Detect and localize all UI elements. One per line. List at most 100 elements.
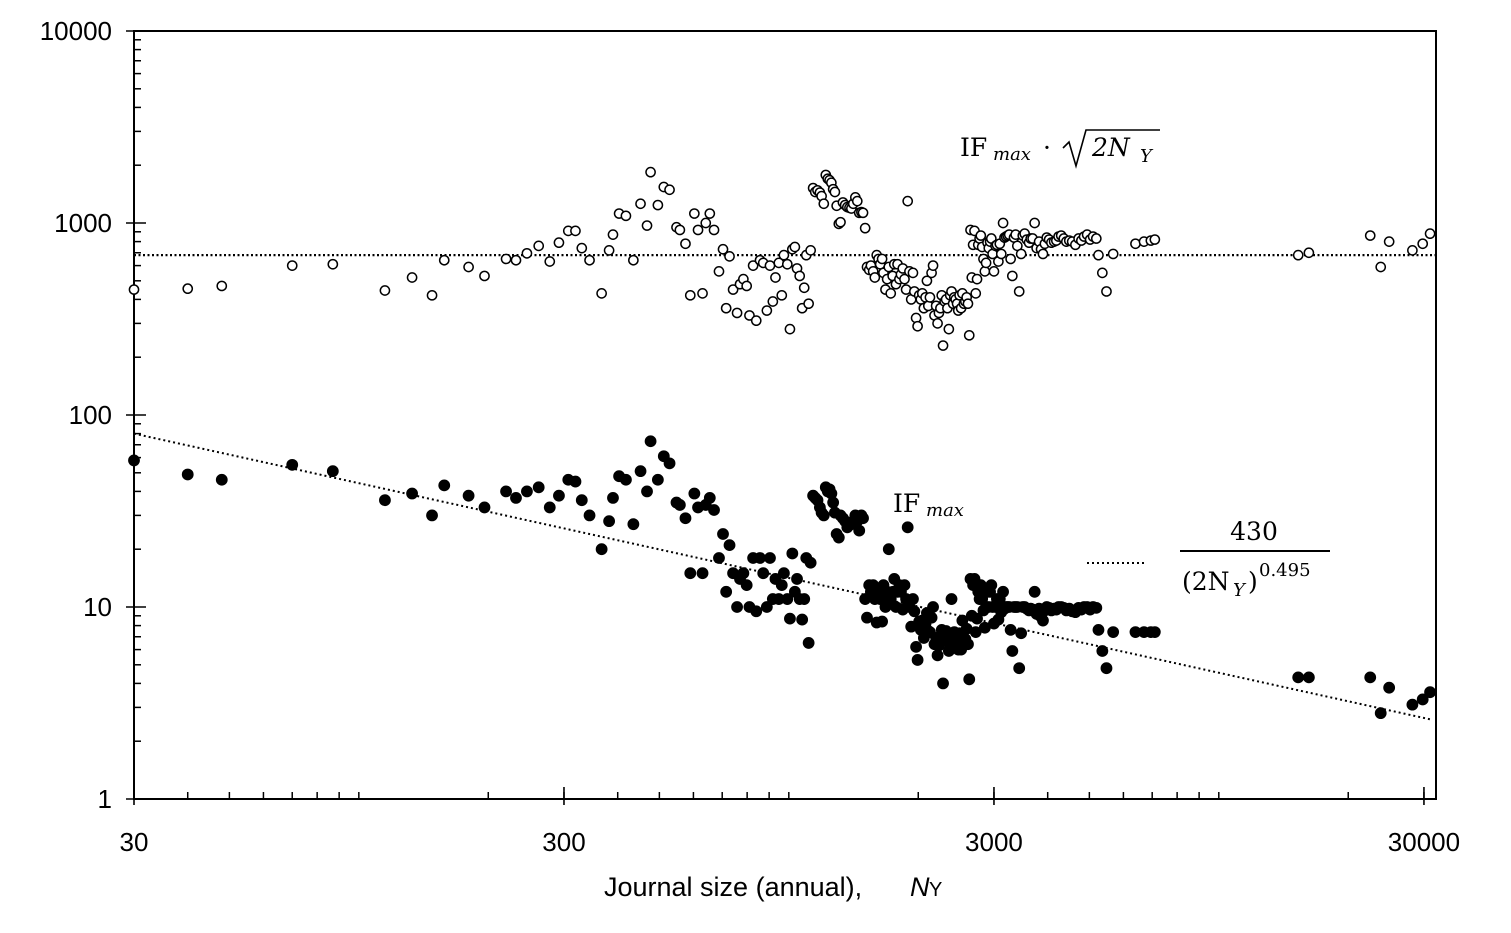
filled-point [911,654,924,666]
y-tick-label: 10000 [40,16,112,46]
filled-point [907,593,919,605]
upper-label-sub: max [993,144,1031,165]
open-point [731,307,743,319]
open-point [327,258,339,270]
open-point [750,315,762,327]
open-circle-series [128,166,1436,351]
open-point [1015,248,1027,260]
filled-point [438,479,451,492]
open-point [576,242,588,254]
filled-point [651,473,664,486]
y-tick-label: 1 [98,784,112,814]
open-point [697,288,708,299]
fit-reference-line [133,432,1431,721]
open-point [692,224,704,236]
filled-point [1006,645,1019,657]
open-point [899,273,910,285]
open-point [764,260,776,271]
filled-point [882,543,895,556]
x-axis-title-italic: N [910,872,930,902]
open-point [741,280,753,292]
open-point [479,270,490,282]
open-point [937,340,949,351]
filled-point [791,573,803,585]
open-point [664,184,675,196]
y-tick-label: 1000 [54,208,112,238]
open-point [1029,217,1040,229]
filled-point [1374,707,1387,720]
open-point [533,240,545,252]
open-point [553,237,565,249]
open-point [997,217,1009,229]
filled-point [713,552,725,564]
open-point [128,284,140,295]
filled-point [1015,627,1028,640]
filled-point [731,601,743,613]
open-point [794,270,806,282]
open-point [620,210,632,222]
open-point [713,265,725,277]
filled-point [962,638,974,651]
open-point [744,310,755,321]
open-point [1424,228,1436,240]
open-point [885,288,897,299]
open-point [689,208,700,219]
fit-legend-denominator: (2N [1182,567,1230,596]
filled-point [634,465,647,478]
filled-point [750,605,763,618]
open-point [1107,248,1119,260]
open-point [747,260,759,271]
filled-circle-series [128,435,1436,720]
y-axis-ticks: 1 10 100 1000 10000 [40,16,146,814]
open-point [761,305,773,316]
open-point [584,254,595,266]
filled-point [500,485,512,498]
open-point [1383,236,1395,247]
filled-point [1090,601,1103,614]
filled-point [723,539,736,552]
filled-point [781,593,794,605]
open-point [286,260,298,271]
open-point [379,285,391,296]
filled-point [720,585,733,598]
open-point [1417,238,1429,250]
filled-point [945,593,958,605]
filled-point [1302,671,1315,684]
open-point [829,186,841,198]
open-point [1375,261,1387,273]
filled-point [426,509,438,522]
filled-point [971,612,983,625]
filled-point [775,579,788,592]
filled-point [679,512,692,525]
filled-point [595,543,608,556]
plot-border [133,30,1437,800]
filled-point [1096,645,1109,657]
open-point [438,254,450,266]
open-point [988,265,1000,277]
fit-legend-denominator-close: ) [1248,567,1258,596]
open-point [781,258,793,270]
lower-label-sub: max [926,500,964,521]
filled-point [777,567,790,580]
filled-point [575,494,588,507]
open-point [724,251,735,262]
filled-point [931,649,944,662]
open-point [980,257,992,269]
x-axis-title-sub: Y [929,879,942,901]
open-point [1364,230,1376,241]
filled-point [620,473,632,486]
upper-label-if: IF [960,133,987,162]
filled-point [673,499,686,511]
filled-point [798,593,811,605]
filled-point [128,454,140,467]
open-point [912,320,923,332]
open-point [1096,267,1108,279]
filled-point [784,612,796,625]
filled-point [963,673,976,686]
open-point [720,302,732,314]
open-point [818,198,830,210]
open-point [970,288,982,299]
filled-point [644,435,657,448]
filled-point [510,492,522,504]
